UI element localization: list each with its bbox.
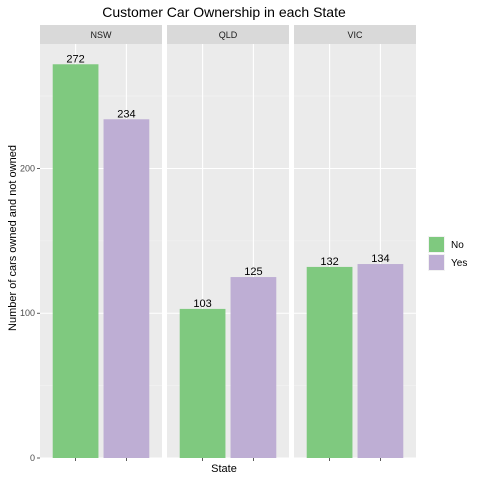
data-label: 272 [66,53,84,65]
y-axis: 0 100 200 [20,163,40,463]
legend-label: Yes [451,258,467,269]
data-label: 132 [320,256,338,268]
facet-nsw: NSW 272 234 [40,25,162,461]
facet-strip [167,25,289,44]
facet-panels: NSW 272 234 QLD 103 125 VIC 132 134 [40,25,416,461]
facet-strip-label: QLD [219,30,238,40]
bar-nsw-no [52,64,99,458]
bar-qld-no [179,308,226,458]
data-label: 125 [244,266,262,278]
facet-qld: QLD 103 125 [167,25,289,461]
y-tick-label: 0 [30,453,35,463]
facet-strip [40,25,162,44]
data-label: 234 [117,108,135,120]
facet-strip-label: VIC [347,30,363,40]
legend-key-yes [429,255,444,270]
legend-label: No [451,240,464,251]
bar-qld-yes [230,277,277,458]
y-tick-label: 100 [20,308,35,318]
y-tick-label: 200 [20,163,35,173]
bar-vic-no [306,266,353,458]
data-label: 134 [371,253,389,265]
facet-strip [294,25,416,44]
facet-strip-label: NSW [91,30,113,40]
facet-vic: VIC 132 134 [294,25,416,461]
bar-nsw-yes [103,119,150,458]
x-axis-title: State [211,463,237,475]
bar-vic-yes [357,264,404,458]
legend-key-no [429,237,444,252]
data-label: 103 [193,298,211,310]
y-axis-title: Number of cars owned and not owned [7,145,19,331]
legend: No Yes [428,236,467,271]
chart-title: Customer Car Ownership in each State [102,4,346,20]
